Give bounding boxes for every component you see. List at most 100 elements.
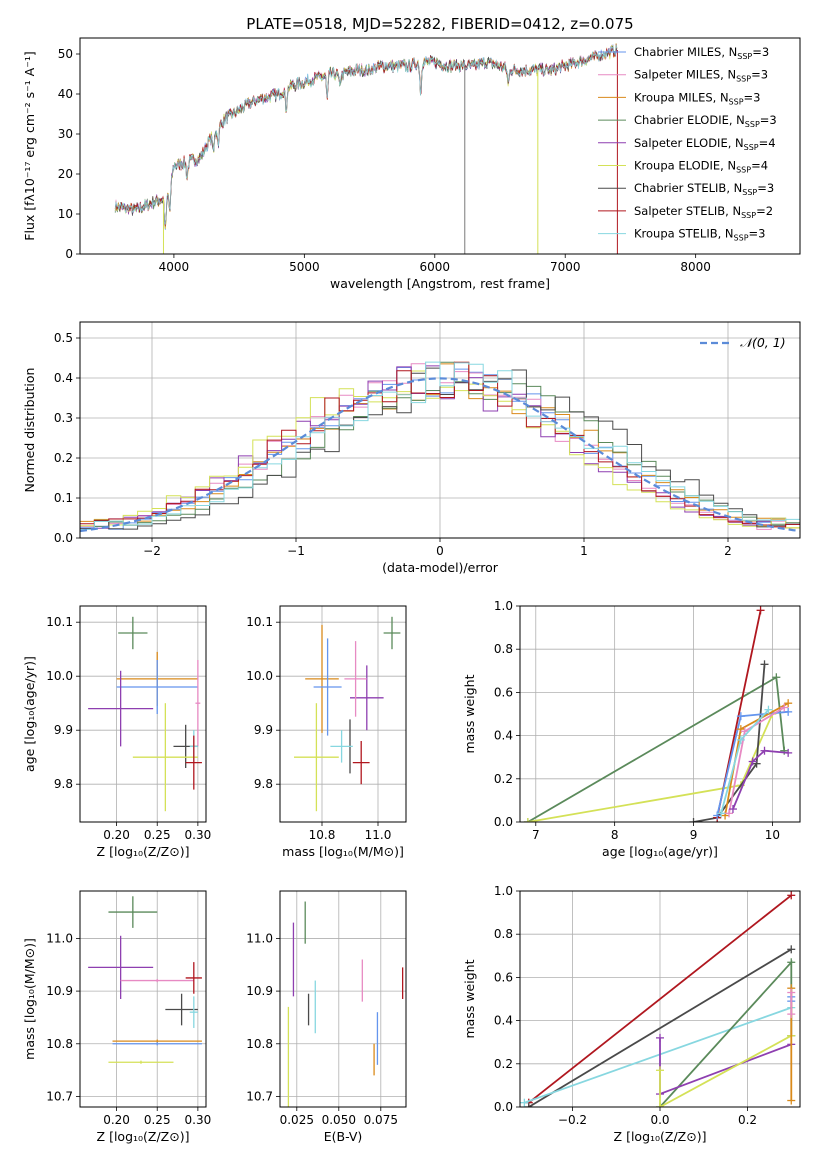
mass-weight-marker	[728, 805, 737, 814]
x-axis-label: Z [log₁₀(Z/Z⊙)]	[97, 1129, 190, 1144]
mass-weight-series-line	[732, 749, 789, 810]
x-tick-label: 0.30	[185, 828, 212, 842]
errorbar-point	[132, 703, 198, 812]
x-tick-label: 2	[724, 544, 732, 558]
y-tick-label: 10.9	[246, 984, 273, 998]
legend-entry: Salpeter ELODIE, NSSP=4	[634, 136, 776, 152]
x-tick-label: 0	[436, 544, 444, 558]
age-vs-metallicity-panel: 0.20 0.25 0.30 9.8 9.9 10.0 10.1 Z [log₁₀(Z/Z⊙)…	[22, 605, 212, 859]
y-tick-label: 10.8	[46, 1037, 73, 1051]
mass-weight-marker	[725, 809, 734, 818]
errorbar-point	[165, 993, 198, 1026]
errorbar-point	[108, 1060, 174, 1064]
y-tick-label: 30	[58, 127, 73, 141]
axes-frame	[279, 890, 407, 1108]
mass-weight-series-line	[528, 948, 792, 1107]
axes-frame	[279, 605, 407, 823]
y-tick-label: 10	[58, 207, 73, 221]
y-tick-label: 9.9	[54, 723, 73, 737]
x-tick-label: 7000	[550, 260, 581, 274]
y-tick-label: 11.0	[46, 931, 73, 945]
plot-area	[523, 606, 793, 822]
plot-area	[294, 616, 401, 812]
x-tick-label: −0.2	[558, 1113, 587, 1127]
mass-weight-marker	[760, 660, 769, 669]
y-tick-label: 0.8	[494, 642, 513, 656]
mass-weight-marker	[787, 1096, 796, 1105]
mass-weight-marker	[520, 1098, 529, 1107]
y-tick-label: 0.2	[494, 772, 513, 786]
x-tick-label: 0.050	[322, 1113, 356, 1127]
y-tick-label: 0.0	[494, 815, 513, 829]
mass-weight-marker	[787, 988, 796, 997]
axes-frame	[79, 37, 801, 255]
legend-entry: Chabrier ELODIE, NSSP=3	[634, 113, 777, 129]
errorbar-point	[195, 660, 201, 747]
x-tick-label: 4000	[159, 260, 190, 274]
x-tick-label: 0.25	[144, 828, 171, 842]
residual-histogram-step	[80, 361, 800, 538]
x-tick-label: 0.20	[103, 828, 130, 842]
y-axis-label: mass weight	[462, 674, 477, 753]
y-axis-label: Flux [fλ10⁻¹⁷ erg cm⁻² s⁻¹ A⁻¹]	[22, 51, 37, 240]
x-axis-label: E(B-V)	[324, 1129, 363, 1144]
x-tick-label: 0.2	[738, 1113, 757, 1127]
mass-weight-marker	[772, 673, 781, 682]
mass-weight-marker	[787, 891, 796, 900]
legend-entry: 𝒩(0, 1)	[740, 335, 786, 350]
legend-entry: Kroupa MILES, NSSP=3	[634, 90, 760, 106]
mass-weight-vs-metallicity-panel: −0.2 0.0 0.2 0.0 0.2 0.4 0.6 0.8 1.0 Z [log₁₀(Z/Z…	[462, 884, 801, 1144]
mass-weight-marker	[784, 707, 793, 716]
mass-weight-marker	[689, 818, 698, 822]
mass-weight-marker	[736, 712, 745, 721]
y-tick-label: 1.0	[494, 884, 513, 898]
y-tick-label: 0.8	[494, 927, 513, 941]
mass-weight-series-line	[528, 894, 792, 1104]
x-tick-label: 11.0	[365, 828, 392, 842]
mass-weight-marker	[764, 705, 773, 714]
mass-weight-marker	[760, 746, 769, 755]
y-tick-label: 0.5	[54, 331, 73, 345]
axes-frame	[79, 605, 207, 823]
legend-entry: Chabrier STELIB, NSSP=3	[634, 181, 774, 197]
y-axis-label: age [log₁₀(age/yr)]	[22, 656, 37, 772]
spectrum-panel: 4000 5000 6000 7000 8000 0 10 20 30 40 50 wavelengt…	[22, 37, 801, 291]
x-axis-label: mass [log₁₀(M/M⊙)]	[282, 844, 404, 859]
x-axis-label: Z [log₁₀(Z/Z⊙)]	[97, 844, 190, 859]
x-tick-label: 7	[532, 828, 540, 842]
plot-area	[520, 891, 796, 1107]
y-tick-label: 9.8	[54, 777, 73, 791]
errorbar-point	[185, 962, 202, 994]
mass-weight-marker	[756, 606, 765, 615]
mass-weight-marker	[787, 958, 796, 967]
errorbar-point	[116, 660, 198, 714]
errorbar-point	[120, 978, 194, 983]
mass-weight-vs-age-panel: 7 8 9 10 0.0 0.2 0.4 0.6 0.8 1.0 age [log₁₀(age/yr…	[462, 599, 801, 859]
y-axis-label: mass [log₁₀(M/M⊙)]	[22, 938, 37, 1060]
x-tick-label: 0.20	[103, 1113, 130, 1127]
x-tick-label: 6000	[420, 260, 451, 274]
mass-weight-marker	[656, 1103, 664, 1107]
mass-weight-marker	[656, 1066, 664, 1075]
spectrum-series-line	[114, 44, 618, 225]
residual-histogram-step	[80, 361, 800, 538]
legend-entry: Kroupa STELIB, NSSP=3	[634, 227, 765, 243]
mass-vs-metallicity-panel: 0.20 0.25 0.30 10.7 10.8 10.9 11.0 Z [log₁₀(Z/Z…	[22, 890, 211, 1144]
y-tick-label: 9.8	[254, 777, 273, 791]
errorbar-point	[88, 670, 154, 747]
y-tick-label: 0.2	[494, 1057, 513, 1071]
errorbar-point	[112, 1042, 202, 1046]
y-tick-label: 0.6	[494, 970, 513, 984]
errorbar-point	[189, 996, 198, 1028]
y-tick-label: 0.0	[54, 531, 73, 545]
mass-weight-series-line	[659, 1034, 792, 1107]
errorbar-point	[118, 616, 148, 650]
x-tick-label: −2	[143, 544, 161, 558]
mass-weight-marker	[784, 748, 793, 757]
plot-area	[80, 361, 800, 538]
axes-frame	[79, 890, 207, 1108]
y-tick-label: 10.9	[46, 984, 73, 998]
axes-frame	[79, 321, 801, 539]
y-tick-label: 0.1	[54, 491, 73, 505]
